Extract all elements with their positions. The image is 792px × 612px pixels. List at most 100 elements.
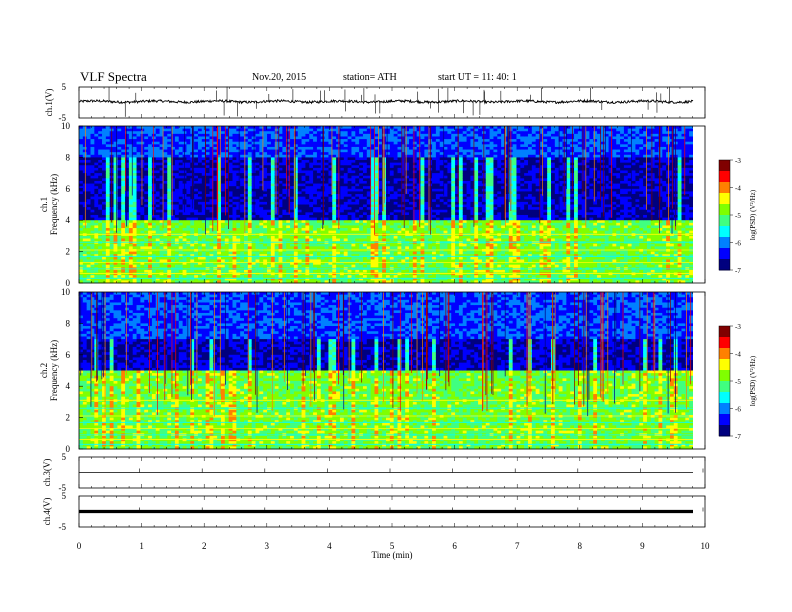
spec1-spectrogram-cell [186,262,191,266]
spec1-spectrogram-cell [144,233,149,237]
spec1-spectrogram-cell [209,199,214,203]
spec1-spectrogram-cell [378,131,383,135]
spec1-spectrogram-cell [113,222,118,226]
spec1-spectrogram-cell [332,277,337,281]
spec1-spectrogram-cell [213,256,218,260]
spec1-spectrogram-cell [286,262,291,266]
spec1-spectrogram-cell [167,269,172,273]
spec1-spectrogram-cell [244,246,249,250]
spec1-spectrogram-cell [148,188,153,192]
spec1-spectrogram-cell [209,128,214,132]
spec1-spectrogram-cell [386,152,391,156]
spec1-spectrogram-cell [117,238,122,242]
spec1-spectrogram-cell [197,139,203,143]
spec1-spectrogram-cell [159,196,164,200]
spec1-spectrogram-cell [224,191,230,195]
spec1-spectrogram-cell [244,238,249,242]
spec1-spectrogram-cell [155,162,160,166]
spec1-spectrogram-cell [190,275,195,279]
spec1-spectrogram-cell [332,196,337,200]
spec1-spectrogram-cell [182,152,187,156]
spec1-spectrogram-cell [117,207,122,211]
spec1-spectrogram-cell [339,136,345,140]
spec1-spectrogram-cell [220,126,226,130]
spec1-spectrogram-cell [293,173,299,177]
spec1-spectrogram-cell [79,277,84,281]
spec1-spectrogram-cell [290,277,295,281]
spec1-spectrogram-cell [98,199,103,203]
spec1-spectrogram-cell [201,280,207,284]
spec1-spectrogram-cell [136,243,141,247]
spec1-spectrogram-cell [217,228,222,232]
spec1-spectrogram-cell [355,233,360,237]
spec1-spectrogram-cell [220,251,226,255]
spec1-spectrogram-cell [255,175,260,179]
spec1-spectrogram-cell [159,183,164,187]
spec1-spectrogram-cell [378,259,383,263]
spec1-spectrogram-cell [94,146,99,150]
spec1-spectrogram-cell [328,212,333,216]
spec1-spectrogram-cell [144,139,149,143]
spec1-spectrogram-cell [105,207,111,211]
spec1-spectrogram-cell [274,139,279,143]
spec1-spectrogram-cell [267,201,272,205]
spec1-spectrogram-cell [370,144,375,148]
spec1-spectrogram-cell [328,220,333,224]
spec1-spectrogram-cell [355,136,360,140]
spec1-spectrogram-cell [324,165,329,169]
spec1-spectrogram-cell [328,136,333,140]
spec1-spectrogram-cell [86,167,91,171]
spec1-spectrogram-cell [336,209,341,213]
spec1-spectrogram-cell [293,269,299,273]
spec1-spectrogram-cell [343,157,349,161]
spec1-spectrogram-cell [113,209,118,213]
spec1-spectrogram-cell [247,235,253,239]
spec1-spectrogram-cell [328,280,333,284]
spec1-spectrogram-cell [293,160,299,164]
spec1-spectrogram-cell [309,248,314,252]
spec1-spectrogram-cell [167,246,172,250]
spec1-spectrogram-cell [228,199,233,203]
spec1-spectrogram-cell [339,167,345,171]
spec1-spectrogram-cell [232,196,237,200]
spec1-spectrogram-cell [362,209,368,213]
spec1-spectrogram-cell [351,254,356,258]
spec1-spectrogram-cell [232,275,237,279]
spec1-spectrogram-cell [301,188,306,192]
spec1-spectrogram-cell [347,277,352,281]
spec1-spectrogram-cell [370,212,375,216]
spec1-spectrogram-cell [105,154,111,158]
spec1-spectrogram-cell [102,225,107,229]
spec1-spectrogram-cell [286,251,291,255]
spec1-spectrogram-cell [278,165,283,169]
spec1-spectrogram-cell [217,259,222,263]
spec1-spectrogram-cell [362,222,368,226]
spec1-spectrogram-cell [201,157,207,161]
spec1-spectrogram-cell [105,152,111,156]
spec1-spectrogram-cell [132,243,137,247]
spec1-spectrogram-cell [332,201,337,205]
spec1-spectrogram-cell [259,230,264,234]
spec1-spectrogram-cell [163,170,168,174]
spec1-spectrogram-cell [263,131,268,135]
spec1-spectrogram-cell [305,126,310,130]
spec1-spectrogram-cell [224,212,230,216]
spec1-spectrogram-cell [282,214,287,218]
spec1-spectrogram-cell [263,220,268,224]
spec1-spectrogram-cell [378,194,383,198]
spec1-spectrogram-cell [355,222,360,226]
spec1-spectrogram-cell [343,251,349,255]
spec1-spectrogram-cell [90,191,95,195]
spec1-spectrogram-cell [197,264,203,268]
spec1-spectrogram-cell [125,235,130,239]
spec1-spectrogram-cell [213,269,218,273]
spec1-spectrogram-cell [339,178,345,182]
spec1-spectrogram-cell [217,222,222,226]
spec1-spectrogram-cell [136,173,141,177]
spec1-spectrogram-cell [79,280,84,284]
spec1-spectrogram-cell [382,248,387,252]
spec1-spectrogram-cell [105,186,111,190]
spec1-spectrogram-cell [355,251,360,255]
spec1-spectrogram-cell [86,204,91,208]
